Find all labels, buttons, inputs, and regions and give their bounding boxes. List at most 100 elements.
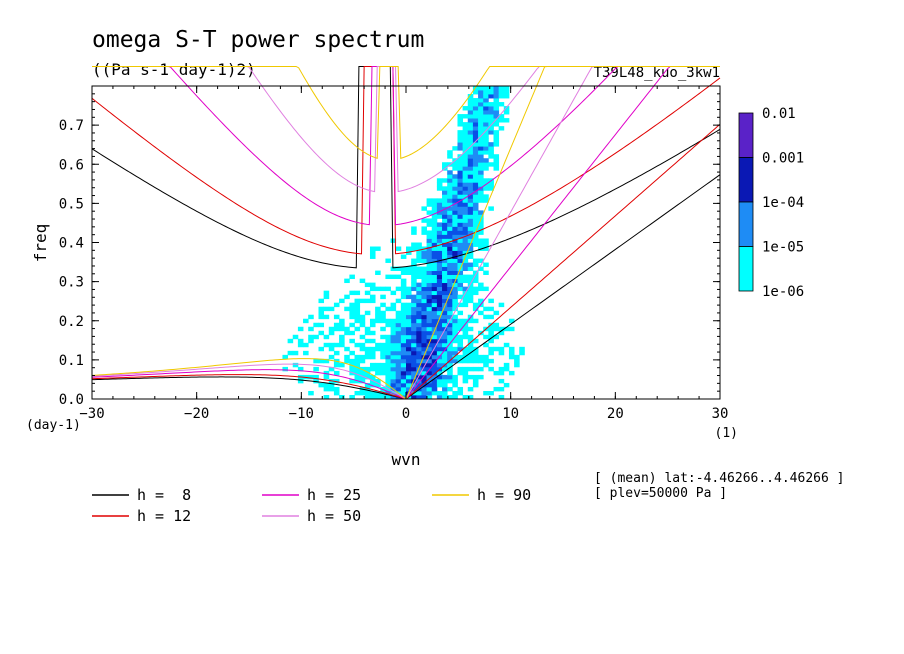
power-cell [442, 238, 448, 243]
power-cell [431, 202, 438, 207]
power-cell [406, 386, 412, 392]
power-cell [467, 290, 474, 296]
power-cell [478, 170, 484, 175]
power-cell [411, 262, 417, 267]
power-cell [359, 318, 366, 324]
power-cell [478, 138, 484, 143]
power-cell [318, 310, 325, 316]
power-cell [421, 274, 427, 280]
power-cell [411, 278, 417, 284]
power-cell [395, 354, 402, 360]
power-cell [406, 310, 412, 316]
power-cell [436, 226, 443, 231]
power-cell [339, 298, 345, 304]
power-cell [452, 218, 458, 223]
power-cell [472, 138, 479, 143]
power-cell [364, 374, 371, 380]
power-cell [503, 118, 510, 123]
power-cell [462, 182, 469, 187]
colorbar-label: 0.001 [762, 151, 804, 167]
power-cell [488, 106, 494, 111]
power-cell [333, 302, 340, 308]
power-cell [328, 366, 335, 372]
power-cell [462, 142, 469, 147]
power-cell [323, 290, 330, 296]
power-cell [493, 110, 500, 115]
power-cell [339, 334, 345, 340]
power-cell [462, 166, 469, 171]
power-cell [416, 254, 422, 259]
power-cell [457, 342, 464, 348]
power-cell [447, 218, 453, 223]
power-cell [462, 134, 469, 139]
power-cell [462, 230, 469, 235]
power-cell [467, 94, 474, 99]
power-cell [467, 318, 474, 324]
power-cell [369, 294, 376, 300]
power-cell [364, 330, 371, 336]
power-cell [339, 322, 345, 328]
power-cell [452, 198, 458, 203]
power-cell [426, 318, 433, 324]
y-tick-label: 0.1 [59, 353, 84, 369]
power-cell [369, 362, 376, 368]
power-cell [452, 234, 458, 239]
power-cell [406, 250, 412, 255]
power-cell [385, 258, 391, 263]
power-cell [369, 322, 376, 328]
power-cell [411, 274, 417, 280]
power-cell [390, 306, 397, 312]
power-cell [462, 258, 469, 263]
power-cell [447, 286, 453, 292]
power-cell [462, 122, 469, 127]
power-cell [483, 98, 489, 103]
power-cell [488, 306, 494, 312]
power-cell [364, 370, 371, 376]
power-cell [431, 338, 438, 344]
power-cell [416, 290, 422, 296]
power-cell [452, 266, 458, 271]
power-cell [442, 178, 448, 183]
power-cell [354, 370, 361, 376]
power-cell [385, 286, 391, 292]
power-cell [416, 354, 422, 360]
power-cell [452, 354, 458, 360]
power-cell [426, 378, 433, 384]
power-cell [462, 214, 469, 219]
power-cell [406, 366, 412, 372]
power-cell [462, 210, 469, 215]
power-cell [457, 274, 464, 280]
power-cell [313, 366, 319, 372]
power-cell [436, 202, 443, 207]
power-cell [472, 218, 479, 223]
power-cell [400, 350, 407, 356]
power-cell [447, 246, 453, 251]
power-cell [493, 134, 500, 139]
power-cell [442, 366, 448, 372]
power-cell [411, 226, 417, 231]
power-cell [452, 322, 458, 328]
power-cell [436, 254, 443, 259]
power-cell [478, 282, 484, 288]
power-cell [411, 366, 417, 372]
power-cell [488, 154, 494, 159]
power-cell [303, 342, 309, 348]
power-cell [442, 254, 448, 259]
power-cell [467, 238, 474, 243]
power-cell [457, 234, 464, 239]
power-cell [452, 298, 458, 304]
power-cell [478, 122, 484, 127]
power-cell [421, 278, 427, 284]
power-cell [457, 326, 464, 332]
power-cell [369, 330, 376, 336]
power-cell [359, 278, 366, 284]
power-cell [411, 230, 417, 235]
power-cell [452, 314, 458, 320]
power-cell [421, 374, 427, 380]
power-cell [488, 326, 494, 332]
power-cell [472, 274, 479, 280]
power-cell [447, 338, 453, 344]
power-cell [462, 218, 469, 223]
power-cell [411, 286, 417, 292]
power-cell [462, 370, 469, 376]
